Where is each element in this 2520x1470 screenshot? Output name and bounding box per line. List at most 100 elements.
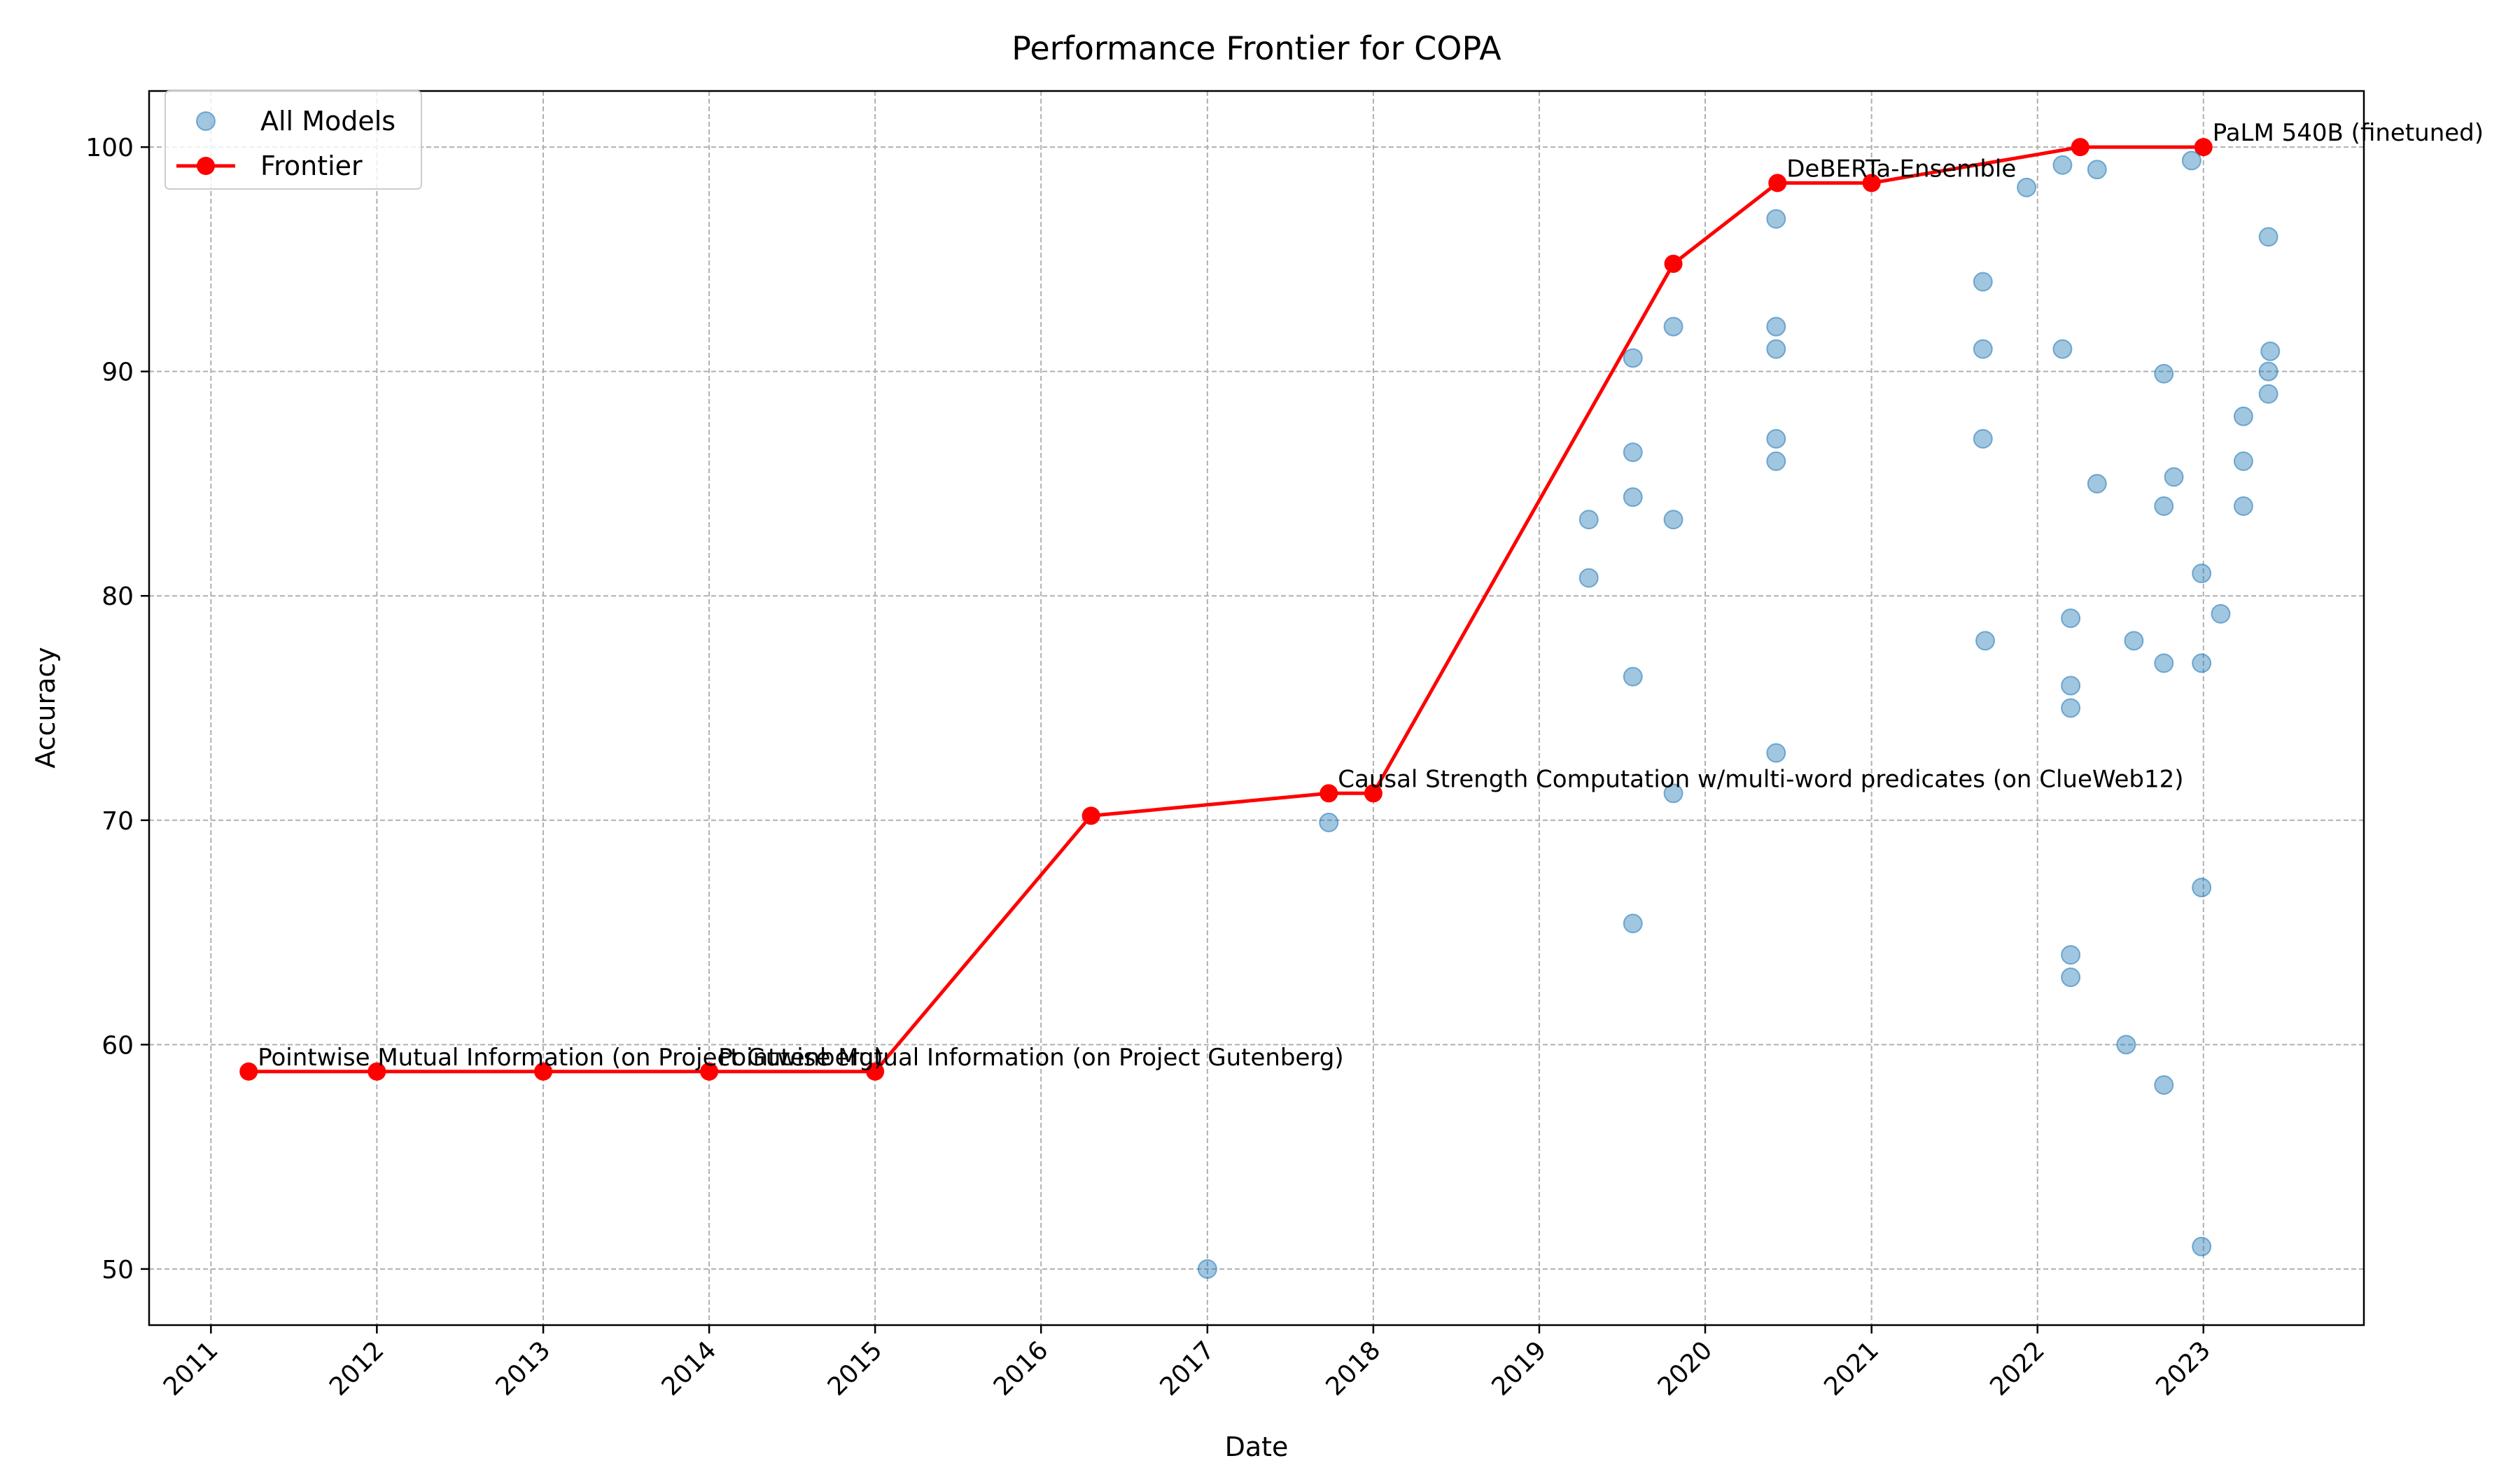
legend-all-models-marker xyxy=(196,111,216,131)
all-models-point xyxy=(2124,631,2144,651)
all-models-point xyxy=(2052,339,2073,359)
all-models-point xyxy=(2061,676,2081,696)
all-models-point xyxy=(2192,653,2212,673)
y-tick-label: 50 xyxy=(102,1256,134,1284)
all-models-point xyxy=(2052,155,2073,175)
x-tick-label: 2017 xyxy=(1154,1336,1220,1401)
x-tick-label: 2016 xyxy=(988,1336,1054,1401)
all-models-point xyxy=(2061,967,2081,988)
all-models-point xyxy=(2061,608,2081,629)
frontier-point xyxy=(1320,784,1338,803)
all-models-point xyxy=(2116,1035,2136,1055)
all-models-point xyxy=(2087,160,2107,180)
all-models-point xyxy=(1766,743,1786,763)
x-tick-label: 2012 xyxy=(324,1336,390,1401)
all-models-point xyxy=(2154,496,2174,517)
all-models-point xyxy=(2154,653,2174,673)
frontier-point xyxy=(368,1062,386,1081)
y-axis-label: Accuracy xyxy=(30,647,61,769)
all-models-point xyxy=(2192,1236,2212,1256)
y-tick-label: 70 xyxy=(102,807,134,836)
point-annotation: Pointwise Mutual Information (on Project… xyxy=(258,1044,883,1072)
all-models-point xyxy=(1578,568,1599,588)
point-annotation: Causal Strength Computation w/multi-word… xyxy=(1338,765,2183,793)
all-models-point xyxy=(1663,510,1684,530)
plot-frame xyxy=(148,90,2365,1326)
all-models-point xyxy=(2087,473,2107,493)
frontier-point xyxy=(1664,254,1683,273)
all-models-point xyxy=(1766,209,1786,229)
x-axis-label: Date xyxy=(1225,1432,1289,1462)
point-annotation: Pointwise Mutual Information (on Project… xyxy=(718,1044,1344,1072)
all-models-point xyxy=(2154,363,2174,384)
all-models-point xyxy=(1766,316,1786,337)
all-models-point xyxy=(2233,496,2253,517)
frontier-point xyxy=(700,1062,719,1081)
all-models-point xyxy=(2192,877,2212,897)
frontier-line xyxy=(248,145,2204,1074)
frontier-point xyxy=(1364,784,1382,803)
all-models-point xyxy=(1623,666,1643,687)
all-models-point xyxy=(1623,913,1643,934)
all-models-point xyxy=(2258,227,2278,247)
frontier-series xyxy=(239,138,2213,1081)
x-tick-label: 2011 xyxy=(158,1336,224,1401)
all-models-point xyxy=(1197,1259,1217,1279)
all-models-point xyxy=(1973,428,1993,449)
point-annotation: DeBERTa-Ensemble xyxy=(1786,155,2016,183)
x-tick-label: 2013 xyxy=(491,1336,556,1401)
all-models-point xyxy=(1973,272,1993,292)
all-models-point xyxy=(1975,631,1996,651)
y-tick-label: 90 xyxy=(102,358,134,387)
point-annotation: PaLM 540B (finetuned) xyxy=(2213,119,2484,147)
all-models-point xyxy=(2233,451,2253,471)
legend-all-models-label: All Models xyxy=(260,106,396,136)
chart-title: Performance Frontier for COPA xyxy=(1011,29,1502,67)
frontier-point xyxy=(2194,138,2213,157)
all-models-point xyxy=(2181,150,2202,171)
all-models-point xyxy=(2258,361,2278,382)
all-models-point xyxy=(2061,945,2081,965)
legend-frontier-marker xyxy=(197,157,215,175)
all-models-point xyxy=(2211,603,2231,624)
all-models-point xyxy=(1766,339,1786,359)
all-models-point xyxy=(2154,1075,2174,1096)
all-models-point xyxy=(1766,451,1786,471)
x-tick-label: 2023 xyxy=(2150,1336,2216,1401)
all-models-point xyxy=(1663,316,1684,337)
x-tick-label: 2022 xyxy=(1984,1336,2050,1401)
all-models-point xyxy=(1663,783,1684,804)
all-models-point xyxy=(2258,384,2278,404)
frontier-point xyxy=(866,1062,885,1081)
frontier-point xyxy=(534,1062,553,1081)
all-models-point xyxy=(2192,564,2212,584)
all-models-series xyxy=(1197,150,2281,1279)
all-models-point xyxy=(2164,467,2184,487)
all-models-point xyxy=(1973,339,1993,359)
all-models-point xyxy=(2061,698,2081,718)
y-tick-label: 80 xyxy=(102,582,134,611)
y-tick-label: 60 xyxy=(102,1031,134,1060)
frontier-point xyxy=(1082,806,1100,825)
legend: All Models Frontier xyxy=(164,90,422,190)
all-models-point xyxy=(1623,487,1643,507)
all-models-point xyxy=(1766,428,1786,449)
all-models-point xyxy=(1623,348,1643,368)
legend-frontier-label: Frontier xyxy=(260,150,363,181)
all-models-point xyxy=(2260,341,2281,361)
x-tick-label: 2015 xyxy=(822,1336,888,1401)
frontier-point xyxy=(239,1062,258,1081)
all-models-point xyxy=(1578,510,1599,530)
all-models-point xyxy=(2233,406,2253,426)
y-tick-label: 100 xyxy=(85,134,134,162)
frontier-point xyxy=(1768,174,1787,192)
grid xyxy=(149,91,2364,1325)
x-tick-label: 2020 xyxy=(1653,1336,1718,1401)
all-models-point xyxy=(1623,442,1643,463)
x-tick-label: 2014 xyxy=(657,1336,722,1401)
annotations: Pointwise Mutual Information (on Project… xyxy=(258,119,2484,1072)
frontier-point xyxy=(2071,138,2090,157)
x-tick-label: 2021 xyxy=(1819,1336,1884,1401)
x-tick-label: 2018 xyxy=(1320,1336,1386,1401)
